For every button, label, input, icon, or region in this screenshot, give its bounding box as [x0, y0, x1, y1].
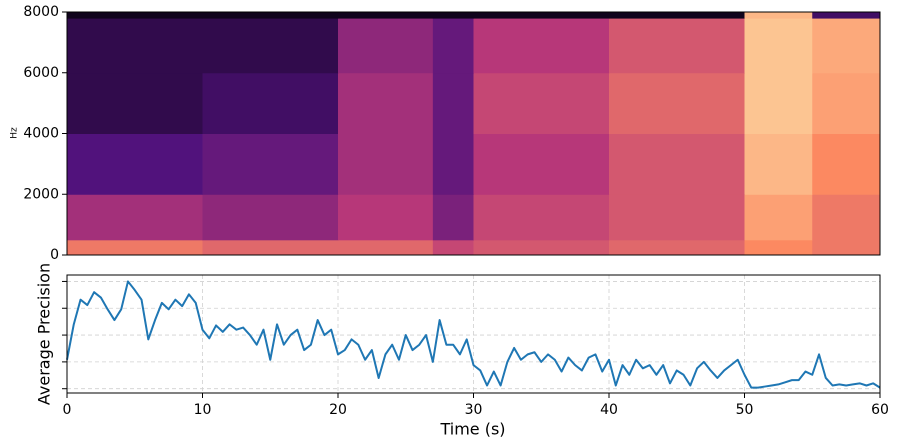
- heat-cell: [812, 194, 881, 241]
- heat-cell: [812, 12, 881, 19]
- plot-frame: [66, 11, 881, 256]
- heat-cell: [473, 72, 610, 134]
- heat-cell: [67, 18, 203, 74]
- heat-cell: [812, 72, 881, 134]
- plot-frame: [66, 274, 881, 394]
- heat-cell: [812, 133, 881, 195]
- heat-cell: [67, 72, 203, 134]
- heat-cell: [609, 194, 745, 241]
- x-tick-label: 20: [329, 402, 347, 418]
- heat-cell: [473, 239, 610, 256]
- heat-cell: [202, 194, 339, 241]
- y-tick-label: 0: [50, 247, 59, 263]
- heat-cell: [432, 194, 474, 241]
- heat-cell: [473, 194, 610, 241]
- heat-cell: [202, 12, 339, 19]
- heat-cell: [473, 18, 610, 74]
- heat-cell: [744, 72, 813, 134]
- heat-cell: [338, 194, 434, 241]
- heat-cell: [432, 72, 474, 134]
- heat-cell: [432, 18, 474, 74]
- heat-cell: [338, 12, 434, 19]
- heat-cell: [609, 133, 745, 195]
- y-tick-label: 6000: [23, 65, 59, 81]
- heat-cell: [744, 18, 813, 74]
- x-tick-label: 60: [871, 402, 889, 418]
- heat-cell: [338, 18, 434, 74]
- line-series: [66, 280, 881, 389]
- heat-cell: [67, 239, 203, 256]
- y-tick-label: 2000: [23, 186, 59, 202]
- heat-cell: [338, 72, 434, 134]
- heat-cell: [812, 239, 881, 256]
- heat-cell: [473, 12, 610, 19]
- heat-cell: [202, 133, 339, 195]
- heat-cell: [744, 12, 813, 19]
- heat-cell: [432, 12, 474, 19]
- heat-cell: [609, 72, 745, 134]
- x-tick-label: 30: [465, 402, 483, 418]
- heat-cell: [67, 133, 203, 195]
- x-tick-label: 40: [600, 402, 618, 418]
- y-axis-label: Hz: [10, 127, 20, 139]
- heat-cell: [609, 239, 745, 256]
- heat-cell: [67, 194, 203, 241]
- heat-cell: [338, 239, 434, 256]
- x-tick-label: 50: [736, 402, 754, 418]
- y-tick-label: 4000: [23, 126, 59, 142]
- heat-cell: [744, 194, 813, 241]
- heat-cell: [744, 239, 813, 256]
- heat-cell: [609, 18, 745, 74]
- heat-cell: [609, 12, 745, 19]
- heat-cell: [432, 133, 474, 195]
- heat-cell: [473, 133, 610, 195]
- x-tick-label: 10: [194, 402, 212, 418]
- heat-cell: [744, 133, 813, 195]
- heat-cell: [202, 18, 339, 74]
- y-axis-label: Average Precision: [35, 263, 54, 405]
- x-tick-label: 0: [63, 402, 72, 418]
- heat-cell: [67, 12, 203, 19]
- heat-cell: [338, 133, 434, 195]
- heat-cell: [202, 72, 339, 134]
- heat-cell: [432, 239, 474, 256]
- y-tick-label: 8000: [23, 4, 59, 20]
- x-axis-label: Time (s): [439, 420, 505, 439]
- heat-cell: [202, 239, 339, 256]
- heat-cell: [812, 18, 881, 74]
